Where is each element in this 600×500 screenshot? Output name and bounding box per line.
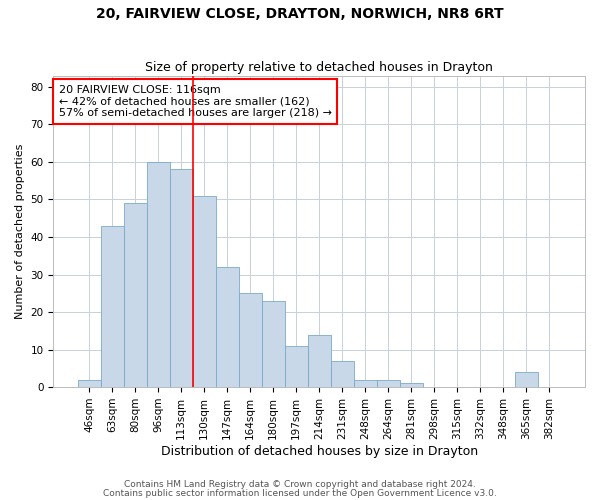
Bar [77,380,101,387]
Bar [146,162,170,387]
Title: Size of property relative to detached houses in Drayton: Size of property relative to detached ho… [145,62,493,74]
Bar [170,170,193,387]
Text: Contains HM Land Registry data © Crown copyright and database right 2024.: Contains HM Land Registry data © Crown c… [124,480,476,489]
Bar [284,346,308,387]
Bar [124,203,146,387]
Text: Contains public sector information licensed under the Open Government Licence v3: Contains public sector information licen… [103,488,497,498]
Bar [515,372,538,387]
Y-axis label: Number of detached properties: Number of detached properties [15,144,25,319]
Bar [215,267,239,387]
Bar [262,301,284,387]
Bar [377,380,400,387]
Bar [331,361,354,387]
Bar [400,384,423,387]
Bar [101,226,124,387]
Bar [354,380,377,387]
Text: 20 FAIRVIEW CLOSE: 116sqm
← 42% of detached houses are smaller (162)
57% of semi: 20 FAIRVIEW CLOSE: 116sqm ← 42% of detac… [59,85,332,118]
Bar [308,334,331,387]
Text: 20, FAIRVIEW CLOSE, DRAYTON, NORWICH, NR8 6RT: 20, FAIRVIEW CLOSE, DRAYTON, NORWICH, NR… [96,8,504,22]
Bar [193,196,215,387]
Bar [239,294,262,387]
X-axis label: Distribution of detached houses by size in Drayton: Distribution of detached houses by size … [161,444,478,458]
